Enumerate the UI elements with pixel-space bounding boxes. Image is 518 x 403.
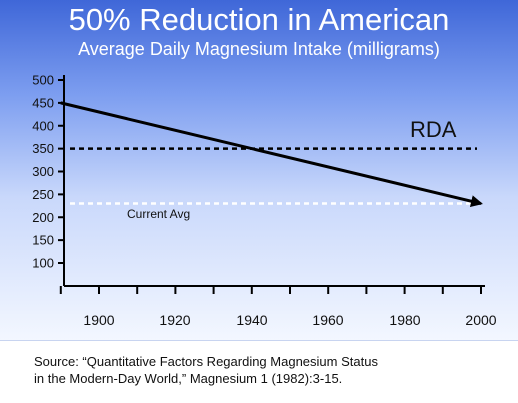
x-tick-label: 1900 xyxy=(83,312,114,328)
y-tick-label: 350 xyxy=(32,141,54,156)
current-avg-label: Current Avg xyxy=(127,207,190,221)
labels-layer: RDA Current Avg xyxy=(127,117,457,221)
source-citation: Source: “Quantitative Factors Regarding … xyxy=(34,353,504,387)
y-tick-label: 150 xyxy=(32,233,54,248)
series-layer xyxy=(60,101,483,208)
magnesium-chart: 100 150 200 250 300 350 400 450 500 1900 1920 1940 1… xyxy=(32,73,496,329)
source-line-2: in the Modern-Day World,” Magnesium 1 (1… xyxy=(34,371,343,386)
chart-subtitle: Average Daily Magnesium Intake (milligra… xyxy=(78,39,440,59)
y-tick-label: 200 xyxy=(32,210,54,225)
y-tick-label: 500 xyxy=(32,73,54,88)
x-tick-label: 2000 xyxy=(465,312,496,328)
reference-lines-layer xyxy=(70,147,477,205)
axes-layer: 100 150 200 250 300 350 400 450 500 1900 1920 1940 1… xyxy=(32,73,496,329)
chart-panel: 50% Reduction in American Average Daily … xyxy=(0,0,518,341)
x-tick-label: 1960 xyxy=(312,312,343,328)
y-tick-label: 100 xyxy=(32,256,54,271)
intake-trend-line xyxy=(60,101,483,208)
x-tick-label: 1940 xyxy=(236,312,267,328)
x-tick-label: 1980 xyxy=(389,312,420,328)
y-tick-label: 300 xyxy=(32,164,54,179)
chart-title: 50% Reduction in American xyxy=(68,2,450,37)
y-tick-label: 250 xyxy=(32,187,54,202)
source-line-1: Source: “Quantitative Factors Regarding … xyxy=(34,354,378,369)
x-tick-label: 1920 xyxy=(159,312,190,328)
y-tick-label: 450 xyxy=(32,95,54,110)
y-tick-label: 400 xyxy=(32,118,54,133)
rda-label: RDA xyxy=(410,117,457,142)
